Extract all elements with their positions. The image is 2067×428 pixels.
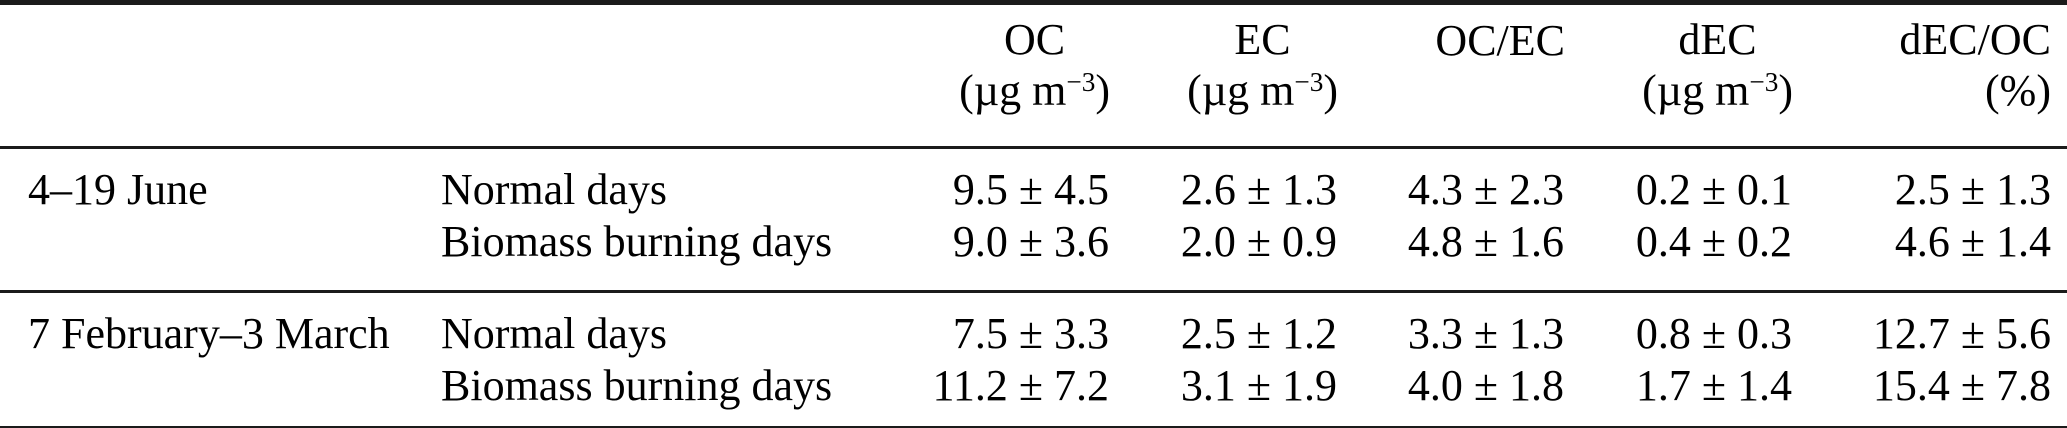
value-cell-oc: 7.5 ± 3.3 <box>952 309 1109 358</box>
value-cell-dec: 0.8 ± 0.3 <box>1635 309 1792 358</box>
column-header-oc: OC (µg m−3) <box>870 2 1110 149</box>
column-header-ocec: OC/EC <box>1338 2 1565 149</box>
oc-header-label: OC <box>1003 15 1066 64</box>
value-cell-ec: 2.0 ± 0.9 <box>1180 217 1337 266</box>
table-row: 7 February–3 March Normal days 7.5 ± 3.3… <box>0 292 2067 361</box>
day-type-cell: Normal days <box>441 165 668 214</box>
value-cell-ocec: 4.0 ± 1.8 <box>1407 361 1564 410</box>
value-cell-ocec: 4.8 ± 1.6 <box>1407 217 1564 266</box>
oc-header-unit: (µg m−3) <box>959 66 1110 115</box>
ocec-header-label: OC/EC <box>1435 16 1565 65</box>
day-type-cell: Biomass burning days <box>441 361 833 410</box>
day-type-cell: Normal days <box>441 309 668 358</box>
value-cell-decoc: 15.4 ± 7.8 <box>1872 361 2051 410</box>
ec-header-label: EC <box>1234 15 1291 64</box>
decoc-header-unit: (%) <box>1985 66 2051 115</box>
period-group-february-march: 7 February–3 March Normal days 7.5 ± 3.3… <box>0 291 2067 428</box>
table-row: 4–19 June Normal days 9.5 ± 4.5 2.6 ± 1.… <box>0 148 2067 217</box>
day-type-cell: Biomass burning days <box>441 217 833 266</box>
value-cell-ec: 2.6 ± 1.3 <box>1180 165 1337 214</box>
period-cell <box>0 360 440 428</box>
period-cell <box>0 216 440 292</box>
column-header-dec: dEC (µg m−3) <box>1565 2 1793 149</box>
value-cell-dec: 0.2 ± 0.1 <box>1635 165 1792 214</box>
superscript-exponent: −3 <box>1294 66 1324 97</box>
value-cell-ocec: 3.3 ± 1.3 <box>1407 309 1564 358</box>
value-cell-ec: 3.1 ± 1.9 <box>1180 361 1337 410</box>
superscript-exponent: −3 <box>1749 66 1779 97</box>
value-cell-ocec: 4.3 ± 2.3 <box>1407 165 1564 214</box>
column-header-period <box>0 2 440 149</box>
column-header-daytype <box>440 2 870 149</box>
table-row: Biomass burning days 9.0 ± 3.6 2.0 ± 0.9… <box>0 216 2067 292</box>
table-row: Biomass burning days 11.2 ± 7.2 3.1 ± 1.… <box>0 360 2067 428</box>
value-cell-decoc: 4.6 ± 1.4 <box>1894 217 2051 266</box>
decoc-header-label: dEC/OC <box>1899 15 2051 64</box>
period-cell: 7 February–3 March <box>28 309 390 358</box>
value-cell-decoc: 12.7 ± 5.6 <box>1872 309 2051 358</box>
value-cell-decoc: 2.5 ± 1.3 <box>1894 165 2051 214</box>
column-header-ec: EC (µg m−3) <box>1110 2 1338 149</box>
table-header: OC (µg m−3) EC (µg m−3) OC/EC dEC (µg m−… <box>0 2 2067 149</box>
superscript-exponent: −3 <box>1066 66 1096 97</box>
period-group-june: 4–19 June Normal days 9.5 ± 4.5 2.6 ± 1.… <box>0 148 2067 292</box>
value-cell-ec: 2.5 ± 1.2 <box>1180 309 1337 358</box>
value-cell-oc: 11.2 ± 7.2 <box>932 361 1109 410</box>
dec-header-label: dEC <box>1678 15 1757 64</box>
ec-header-unit: (µg m−3) <box>1187 66 1338 115</box>
dec-header-unit: (µg m−3) <box>1642 66 1793 115</box>
column-header-decoc: dEC/OC (%) <box>1793 2 2067 149</box>
value-cell-oc: 9.0 ± 3.6 <box>952 217 1109 266</box>
value-cell-oc: 9.5 ± 4.5 <box>952 165 1109 214</box>
value-cell-dec: 1.7 ± 1.4 <box>1635 361 1792 410</box>
period-cell: 4–19 June <box>28 165 208 214</box>
value-cell-dec: 0.4 ± 0.2 <box>1635 217 1792 266</box>
